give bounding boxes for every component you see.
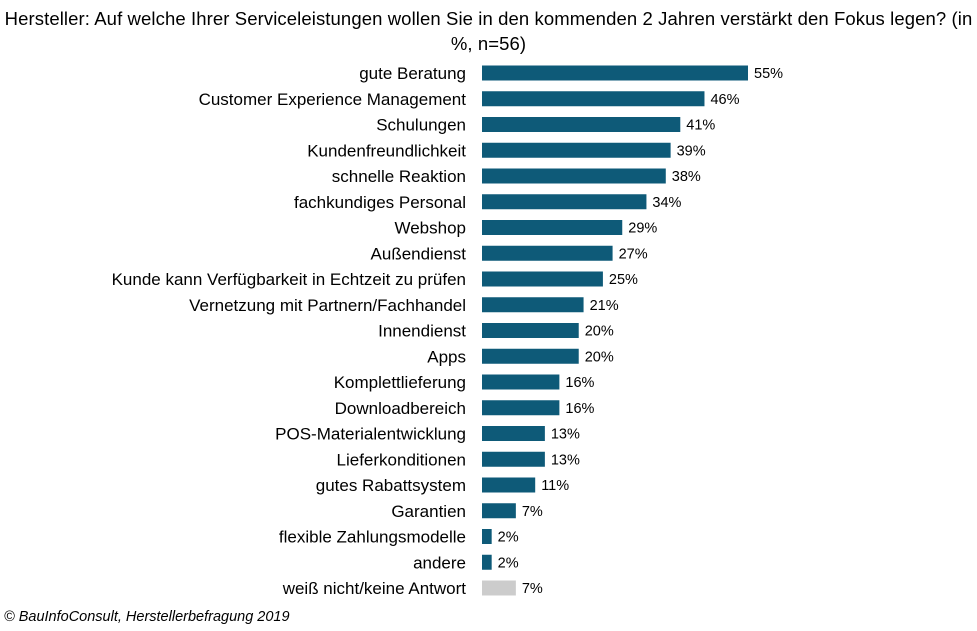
value-label: 38%	[672, 169, 701, 185]
value-label: 21%	[590, 298, 619, 314]
category-label: weiß nicht/keine Antwort	[282, 579, 467, 598]
value-label: 16%	[565, 401, 594, 417]
category-label: Downloadbereich	[335, 399, 466, 418]
value-label: 34%	[652, 195, 681, 211]
bar	[482, 117, 681, 132]
category-label: gute Beratung	[359, 64, 466, 83]
bar	[482, 194, 647, 210]
value-label: 11%	[541, 478, 569, 494]
category-label: flexible Zahlungsmodelle	[279, 528, 466, 547]
category-label: Customer Experience Management	[199, 90, 467, 109]
category-label: Innendienst	[378, 322, 466, 341]
category-label: Komplettlieferung	[334, 373, 466, 392]
bar	[482, 348, 579, 364]
category-label: Webshop	[394, 219, 466, 238]
bar	[482, 503, 516, 519]
category-label: Garantien	[391, 502, 466, 521]
bar	[482, 91, 705, 107]
value-label: 27%	[619, 246, 648, 262]
value-label: 7%	[522, 504, 543, 520]
bar	[482, 220, 623, 235]
category-label: Kunde kann Verfügbarkeit in Echtzeit zu …	[112, 270, 466, 289]
bar	[482, 554, 492, 570]
value-label: 46%	[710, 92, 739, 108]
bar	[482, 245, 613, 261]
value-label: 20%	[585, 349, 614, 365]
bar	[482, 297, 584, 313]
category-label: Kundenfreundlichkeit	[307, 141, 466, 160]
bar	[482, 374, 560, 390]
category-label: andere	[413, 553, 466, 572]
bars-group: gute Beratung 55% Customer Experience Mana…	[112, 64, 784, 598]
value-label: 55%	[754, 66, 783, 82]
value-label: 16%	[565, 375, 594, 391]
value-label: 2%	[498, 530, 519, 546]
value-label: 20%	[585, 324, 614, 340]
value-label: 25%	[609, 272, 638, 288]
bar	[482, 477, 536, 493]
category-label: POS-Materialentwicklung	[275, 425, 466, 444]
value-label: 7%	[522, 581, 543, 597]
category-label: Vernetzung mit Partnern/Fachhandel	[189, 296, 466, 315]
value-label: 39%	[677, 143, 706, 159]
category-label: schnelle Reaktion	[332, 167, 466, 186]
bar	[482, 400, 560, 416]
category-label: Außendienst	[371, 244, 467, 263]
bar	[482, 529, 492, 544]
bar	[482, 65, 748, 81]
bar	[482, 426, 545, 441]
value-label: 2%	[498, 555, 519, 571]
source-note: © BauInfoConsult, Herstellerbefragung 20…	[4, 609, 290, 625]
value-label: 41%	[686, 118, 715, 134]
category-label: Schulungen	[376, 116, 466, 135]
category-label: Lieferkonditionen	[337, 450, 466, 469]
value-label: 29%	[628, 221, 657, 237]
value-label: 13%	[551, 452, 580, 468]
bar	[482, 451, 545, 467]
bar	[482, 271, 603, 287]
chart-title: Hersteller: Auf welche Ihrer Serviceleis…	[4, 8, 973, 54]
category-label: fachkundiges Personal	[294, 193, 466, 212]
category-label: gutes Rabattsystem	[316, 476, 466, 495]
bar	[482, 142, 671, 158]
bar	[482, 580, 516, 596]
bar	[482, 323, 579, 338]
value-label: 13%	[551, 427, 580, 443]
category-label: Apps	[427, 347, 466, 366]
bar	[482, 168, 666, 184]
